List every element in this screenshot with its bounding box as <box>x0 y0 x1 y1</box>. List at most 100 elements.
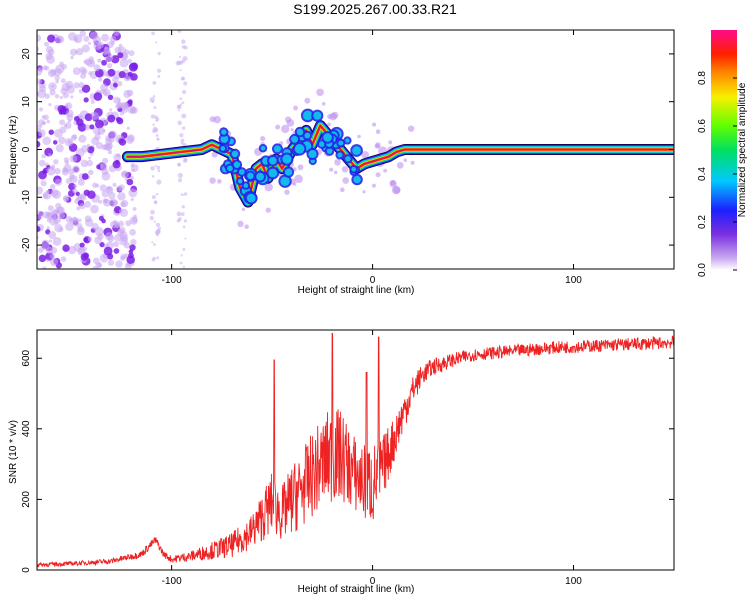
noise-speckle <box>357 134 361 139</box>
noise-speckle <box>42 193 49 199</box>
ridge-blob-core <box>221 129 227 135</box>
noise-speckle <box>154 164 157 167</box>
noise-speckle <box>109 35 117 43</box>
noise-speckle <box>87 41 91 45</box>
noise-speckle <box>119 58 129 68</box>
noise-speckle <box>182 248 186 251</box>
noise-speckle <box>181 205 185 209</box>
snr-line <box>37 333 674 568</box>
ridge-blob-core <box>323 133 332 142</box>
noise-speckle <box>182 158 187 163</box>
noise-speckle <box>47 205 54 212</box>
noise-speckle <box>156 165 161 170</box>
noise-speckle <box>121 53 128 59</box>
noise-speckle <box>78 82 85 89</box>
noise-speckle <box>362 190 366 194</box>
noise-speckle <box>388 140 393 145</box>
noise-speckle <box>341 166 349 173</box>
noise-speckle <box>178 178 182 183</box>
noise-speckle <box>107 68 116 77</box>
noise-speckle <box>46 226 50 230</box>
noise-speckle <box>128 188 138 198</box>
noise-speckle <box>84 124 91 131</box>
noise-speckle <box>69 175 78 184</box>
noise-speckle <box>76 206 81 211</box>
noise-speckle <box>120 199 129 208</box>
noise-speckle <box>58 136 66 145</box>
noise-speckle <box>55 144 64 153</box>
noise-speckle <box>213 115 221 124</box>
noise-speckle <box>104 46 109 51</box>
noise-speckle <box>49 257 59 267</box>
noise-speckle <box>115 116 122 123</box>
noise-speckle <box>156 229 161 233</box>
ridge-blob-core <box>351 166 356 172</box>
noise-speckle <box>91 222 99 231</box>
ridge-blob-core <box>338 140 344 146</box>
ridge-blob-core <box>302 110 313 121</box>
noise-speckle <box>127 58 132 64</box>
noise-speckle <box>59 119 66 126</box>
noise-speckle <box>101 190 109 198</box>
noise-speckle <box>113 248 120 254</box>
noise-speckle <box>87 190 96 199</box>
colorbar-tick-label: 0.0 <box>697 263 708 277</box>
colorbar-tick-label: 0.8 <box>697 71 708 85</box>
noise-speckle <box>84 218 94 227</box>
noise-speckle <box>157 51 161 56</box>
noise-speckle <box>55 79 59 84</box>
colorbar: 0.0 0.2 0.4 0.6 0.8 Normalized spectral ampl… <box>697 30 748 277</box>
noise-speckle <box>99 253 109 263</box>
noise-speckle <box>150 166 155 171</box>
noise-speckle <box>329 167 334 172</box>
noise-speckle <box>75 191 80 197</box>
noise-speckle <box>53 129 63 138</box>
colorbar-tick-label: 0.4 <box>697 167 708 181</box>
noise-speckle <box>97 77 103 82</box>
noise-speckle <box>180 254 184 257</box>
noise-speckle <box>130 238 137 246</box>
chart-title: S199.2025.267.00.33.R21 <box>293 1 457 17</box>
noise-speckle <box>99 184 107 192</box>
ridge-blob-core <box>260 146 266 151</box>
noise-speckle <box>68 245 77 255</box>
noise-speckle <box>177 217 182 222</box>
noise-speckle <box>342 177 350 184</box>
noise-speckle <box>59 95 63 100</box>
spectrogram-x-tick-label: 0 <box>370 275 376 286</box>
noise-speckle <box>151 241 154 244</box>
noise-speckle <box>407 125 415 132</box>
noise-speckle <box>38 159 46 167</box>
noise-speckle <box>48 102 52 107</box>
noise-speckle <box>37 124 43 129</box>
snr-series <box>37 333 674 568</box>
noise-speckle <box>129 244 136 251</box>
noise-speckle <box>72 165 81 174</box>
ridge-blob-core <box>246 193 256 203</box>
snr-x-tick-label: 100 <box>565 576 582 587</box>
noise-speckle <box>120 253 127 260</box>
noise-speckle <box>74 37 79 42</box>
noise-speckle <box>107 63 113 69</box>
colorbar-ticks: 0.0 0.2 0.4 0.6 0.8 <box>697 71 737 277</box>
noise-speckle <box>77 178 85 186</box>
noise-speckle <box>244 224 249 229</box>
noise-speckle <box>38 254 47 263</box>
colorbar-label: Normalized spectral amplitude <box>737 82 748 217</box>
noise-speckle <box>153 256 156 260</box>
noise-speckle <box>130 163 135 168</box>
noise-speckle <box>129 228 136 236</box>
noise-speckle <box>182 56 188 62</box>
noise-speckle <box>177 172 183 179</box>
noise-speckle <box>54 168 61 175</box>
noise-speckle <box>100 83 108 92</box>
noise-speckle <box>152 123 155 126</box>
noise-speckle <box>81 68 88 75</box>
noise-speckle <box>297 164 304 171</box>
noise-speckle <box>183 192 188 196</box>
ridge-blob-core <box>353 175 361 184</box>
spectrogram-noise <box>37 30 415 269</box>
noise-speckle <box>259 135 266 142</box>
noise-speckle <box>211 151 218 158</box>
